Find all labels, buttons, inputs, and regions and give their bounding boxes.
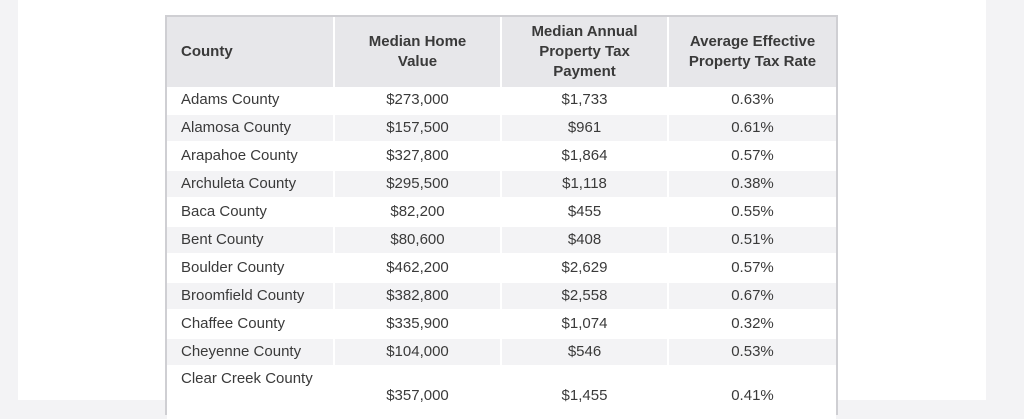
- cell-county: Boulder County: [167, 255, 335, 283]
- cell-tax-payment: $1,864: [502, 143, 669, 171]
- cell-tax-payment: $961: [502, 115, 669, 143]
- cell-tax-rate: 0.38%: [669, 171, 836, 199]
- table-row: Chaffee County $335,900 $1,074 0.32%: [167, 311, 836, 339]
- header-row: County Median Home Value Median Annual P…: [167, 17, 836, 87]
- property-tax-table-frame: County Median Home Value Median Annual P…: [165, 15, 838, 419]
- cell-tax-payment: $1,118: [502, 171, 669, 199]
- header-county: County: [167, 17, 335, 87]
- cell-home-value: $104,000: [335, 339, 502, 367]
- cell-county: Arapahoe County: [167, 143, 335, 171]
- cell-tax-payment: $1,455: [502, 367, 669, 419]
- cell-county: Cheyenne County: [167, 339, 335, 367]
- table-row: Archuleta County $295,500 $1,118 0.38%: [167, 171, 836, 199]
- cell-tax-rate: 0.57%: [669, 255, 836, 283]
- cell-tax-payment: $2,629: [502, 255, 669, 283]
- cell-county: Adams County: [167, 87, 335, 115]
- table-row: Broomfield County $382,800 $2,558 0.67%: [167, 283, 836, 311]
- table-row: Adams County $273,000 $1,733 0.63%: [167, 87, 836, 115]
- cell-county: Clear Creek County: [167, 367, 335, 419]
- cell-home-value: $80,600: [335, 227, 502, 255]
- cell-county: Chaffee County: [167, 311, 335, 339]
- cell-county: Baca County: [167, 199, 335, 227]
- header-effective-rate: Average Effective Property Tax Rate: [669, 17, 836, 87]
- cell-county: Alamosa County: [167, 115, 335, 143]
- cell-home-value: $462,200: [335, 255, 502, 283]
- cell-tax-rate: 0.63%: [669, 87, 836, 115]
- cell-home-value: $335,900: [335, 311, 502, 339]
- cell-home-value: $327,800: [335, 143, 502, 171]
- cell-tax-payment: $408: [502, 227, 669, 255]
- cell-tax-rate: 0.57%: [669, 143, 836, 171]
- cell-tax-payment: $1,733: [502, 87, 669, 115]
- cell-tax-payment: $455: [502, 199, 669, 227]
- property-tax-table: County Median Home Value Median Annual P…: [167, 17, 836, 419]
- cell-tax-payment: $2,558: [502, 283, 669, 311]
- cell-home-value: $357,000: [335, 367, 502, 419]
- cell-tax-rate: 0.55%: [669, 199, 836, 227]
- table-row: Arapahoe County $327,800 $1,864 0.57%: [167, 143, 836, 171]
- table-row: Baca County $82,200 $455 0.55%: [167, 199, 836, 227]
- cell-tax-rate: 0.53%: [669, 339, 836, 367]
- cell-county: Bent County: [167, 227, 335, 255]
- cell-tax-payment: $546: [502, 339, 669, 367]
- cell-home-value: $82,200: [335, 199, 502, 227]
- table-row: Alamosa County $157,500 $961 0.61%: [167, 115, 836, 143]
- cell-tax-rate: 0.41%: [669, 367, 836, 419]
- table-row: Boulder County $462,200 $2,629 0.57%: [167, 255, 836, 283]
- cell-tax-rate: 0.61%: [669, 115, 836, 143]
- cell-home-value: $157,500: [335, 115, 502, 143]
- table-row: Clear Creek County $357,000 $1,455 0.41%: [167, 367, 836, 419]
- cell-tax-rate: 0.51%: [669, 227, 836, 255]
- table-row: Bent County $80,600 $408 0.51%: [167, 227, 836, 255]
- cell-home-value: $295,500: [335, 171, 502, 199]
- header-median-annual-tax: Median Annual Property Tax Payment: [502, 17, 669, 87]
- page-card: County Median Home Value Median Annual P…: [18, 0, 986, 419]
- header-median-home-value: Median Home Value: [335, 17, 502, 87]
- cell-home-value: $382,800: [335, 283, 502, 311]
- cell-tax-rate: 0.67%: [669, 283, 836, 311]
- cell-county: Archuleta County: [167, 171, 335, 199]
- table-row: Cheyenne County $104,000 $546 0.53%: [167, 339, 836, 367]
- cell-tax-payment: $1,074: [502, 311, 669, 339]
- cell-county: Broomfield County: [167, 283, 335, 311]
- cell-home-value: $273,000: [335, 87, 502, 115]
- cell-tax-rate: 0.32%: [669, 311, 836, 339]
